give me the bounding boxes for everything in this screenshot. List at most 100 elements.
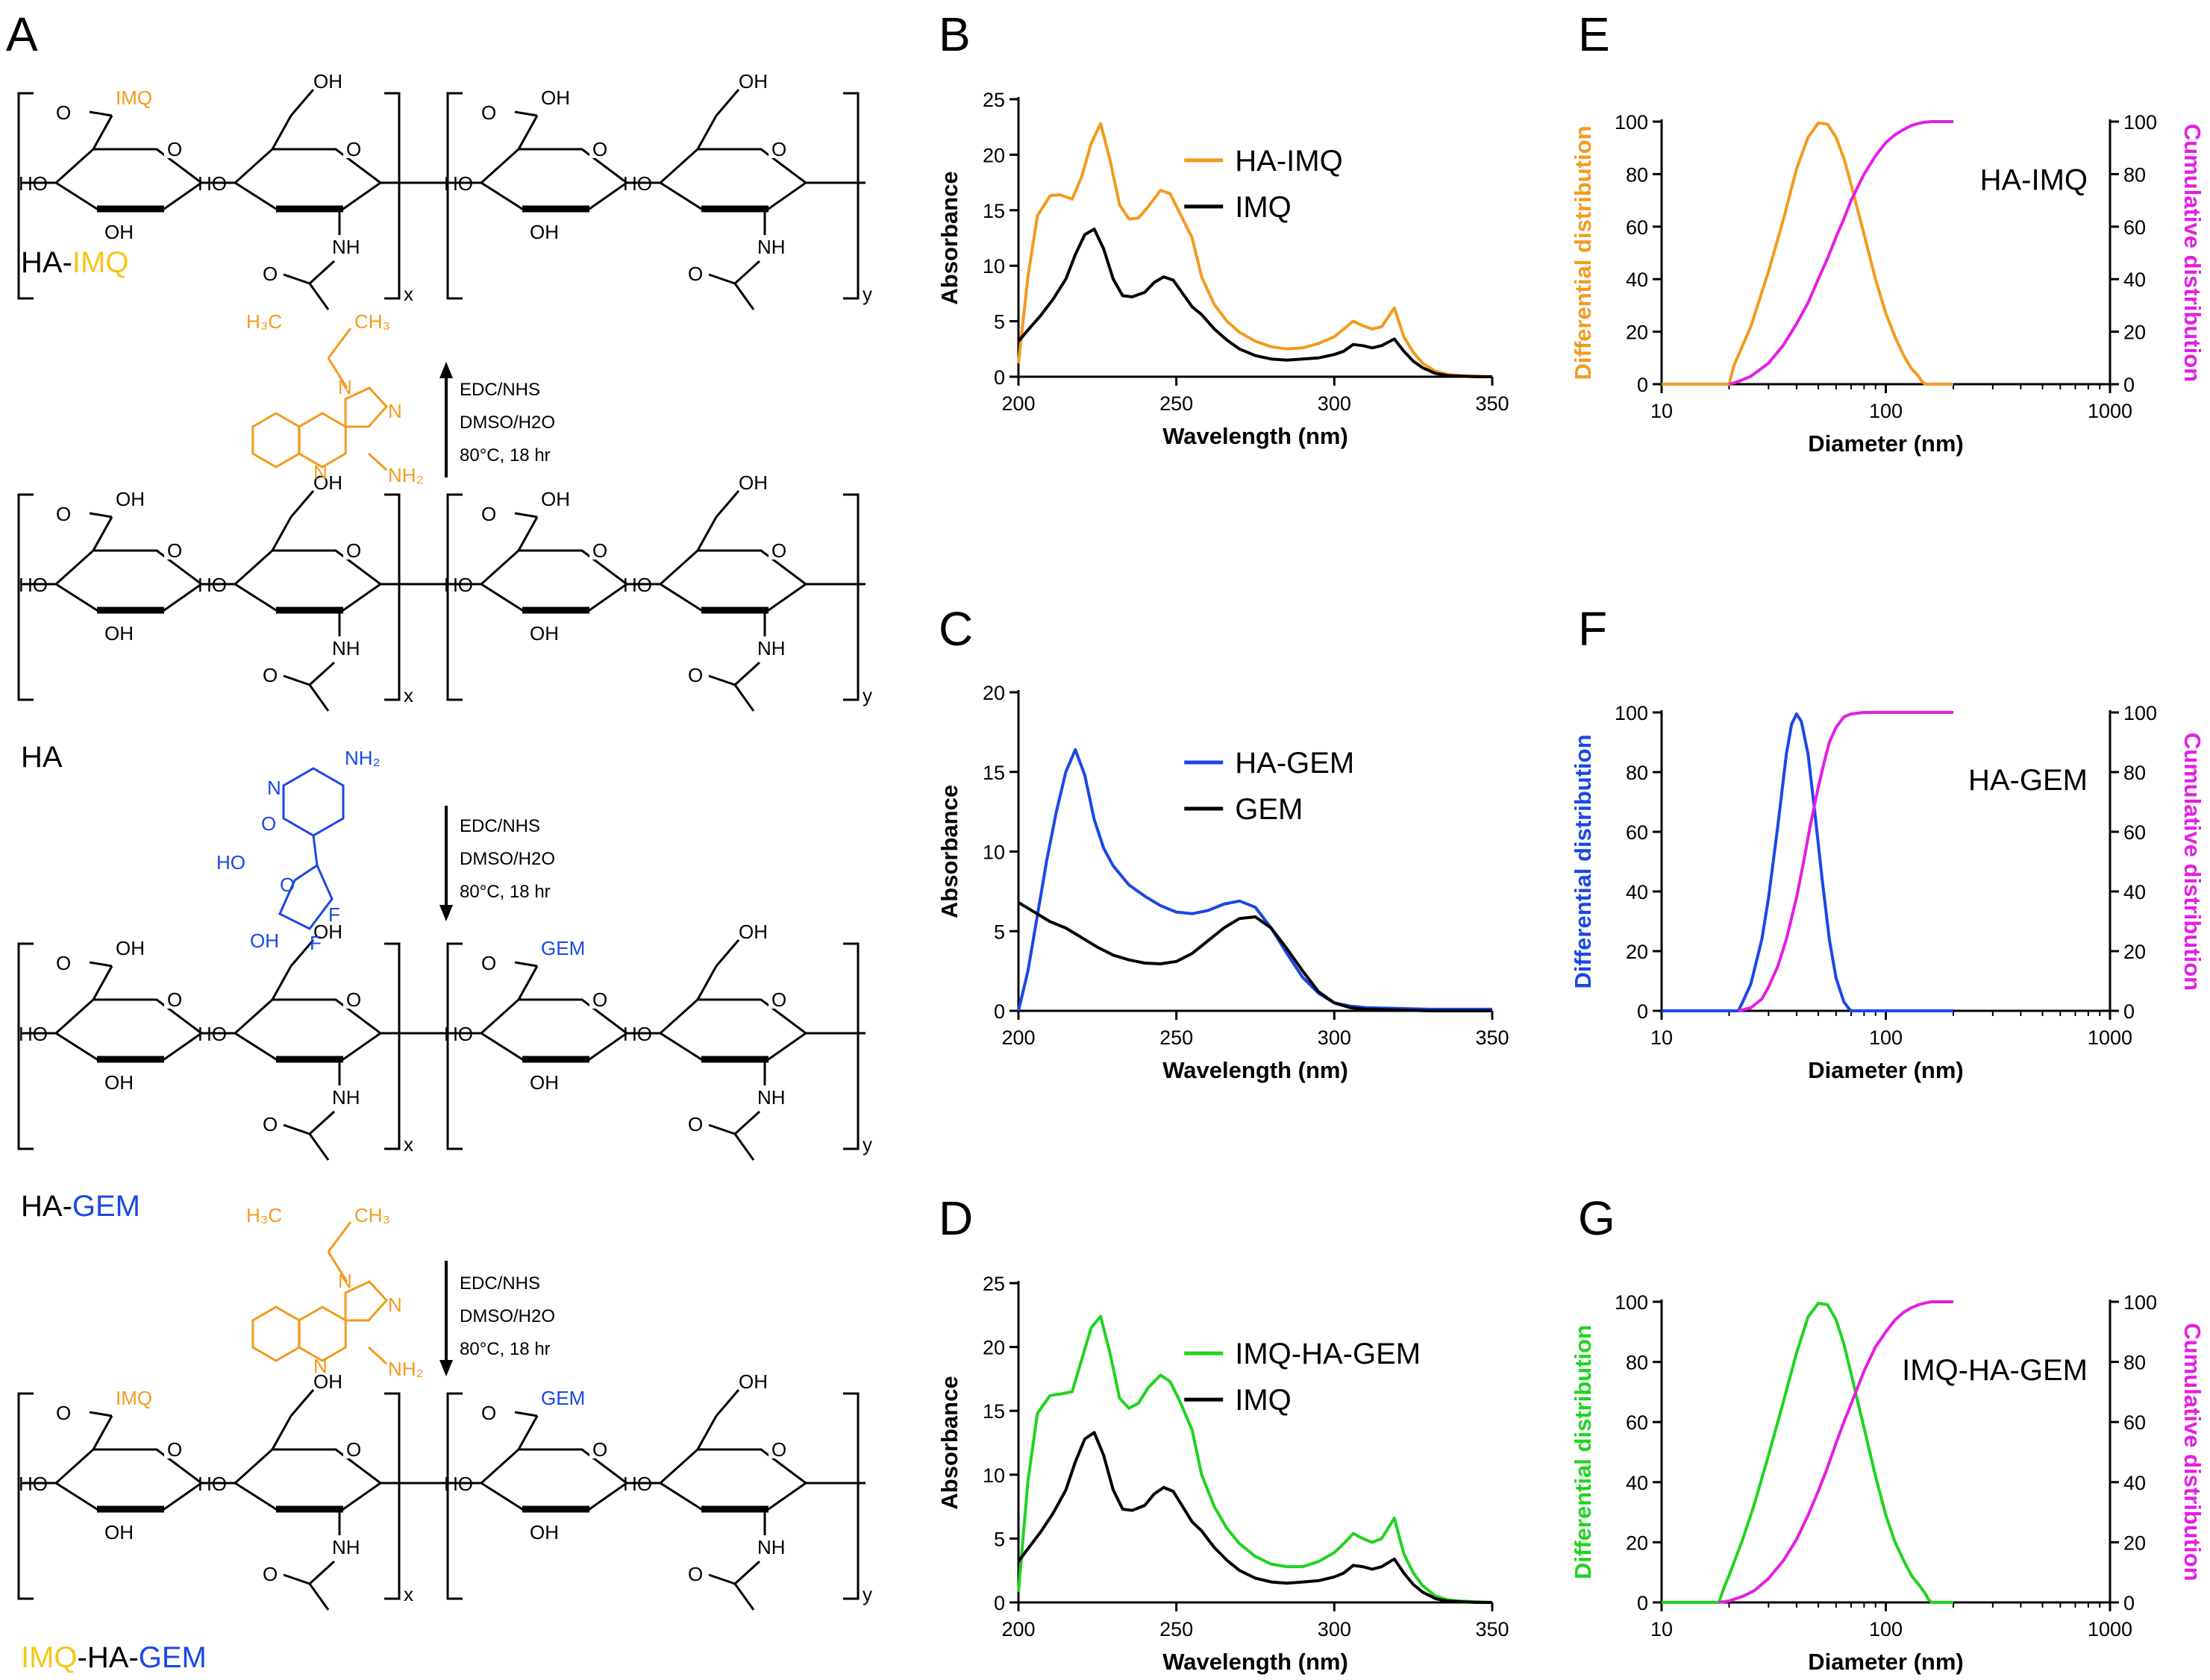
y-tick-label: 15 — [983, 1400, 1005, 1423]
acid-substituent: OH — [541, 87, 570, 109]
x-tick-label: 100 — [1869, 400, 1903, 422]
methyl: H₃C — [246, 310, 282, 333]
bracket-left — [17, 493, 34, 701]
y-right-tick-label: 20 — [2123, 1532, 2146, 1554]
sample-label: HA-IMQ — [1980, 164, 2088, 197]
bond — [271, 965, 292, 1000]
arrow-head — [439, 362, 453, 378]
y-tick-label: 80 — [1626, 1352, 1648, 1374]
x-axis-title: Diameter (nm) — [1808, 1649, 1963, 1675]
y-tick-label: 15 — [983, 762, 1005, 784]
ring-nitrogen: N — [313, 1355, 328, 1377]
reaction-condition: DMSO/H2O — [460, 849, 555, 869]
x-tick-label: 350 — [1475, 392, 1509, 415]
x-tick-label: 300 — [1318, 392, 1351, 415]
repeat-subscript: y — [863, 684, 872, 706]
y-right-tick-label: 80 — [2123, 1352, 2146, 1374]
y-right-tick-label: 40 — [2123, 1472, 2146, 1494]
ring-oxygen: O — [771, 138, 786, 160]
carbonyl-oxygen: O — [263, 664, 278, 686]
bracket-right — [843, 92, 860, 300]
cytosine-ring — [282, 767, 345, 837]
ha-structure-1: x yOOIMQHOOHOOHHONHOOOOHHOOHOOHHONHOHA-IM… — [17, 70, 872, 310]
hydroxyl: OH — [530, 622, 559, 645]
y-tick-label: 15 — [983, 200, 1005, 222]
hydroxyl: OH — [530, 221, 559, 243]
y-axis-title: Absorbance — [936, 1376, 962, 1509]
reaction-condition: EDC/NHS — [460, 1273, 540, 1294]
ring-oxygen: O — [280, 874, 295, 896]
y-tick-label: 100 — [1615, 702, 1648, 724]
imidazole-ring — [344, 386, 389, 428]
repeat-subscript: y — [863, 283, 872, 305]
repeat-subscript: x — [404, 684, 413, 706]
x-tick-label: 350 — [1475, 1618, 1509, 1640]
bond — [92, 1415, 113, 1450]
structure-name-part: HA- — [21, 246, 72, 279]
bond — [517, 516, 539, 551]
bond — [517, 965, 539, 1000]
panel-letter-d: D — [939, 1191, 973, 1245]
bond — [514, 512, 538, 518]
x-tick-label: 300 — [1318, 1618, 1351, 1640]
series-line-gem — [1017, 901, 1492, 1012]
x-tick-label: 200 — [1001, 1027, 1035, 1049]
y-tick-label: 0 — [1637, 1000, 1648, 1023]
series-line-cumulative-distribution — [1738, 711, 1953, 1012]
bond — [517, 115, 539, 150]
bond — [89, 1411, 113, 1417]
y-right-tick-label: 20 — [2123, 941, 2146, 963]
ring-oxygen: O — [346, 539, 361, 562]
structure-name-part: GEM — [139, 1641, 207, 1674]
structure-name-part: IMQ — [72, 246, 129, 279]
ring-oxygen-bg — [769, 542, 795, 560]
bond — [327, 1221, 352, 1253]
amide-nh: NH — [332, 236, 360, 258]
bond — [283, 1573, 310, 1585]
panel-letter-a: A — [6, 7, 38, 61]
reaction-condition: DMSO/H2O — [460, 413, 555, 433]
ring-oxygen-bg — [589, 542, 616, 560]
bond — [514, 1411, 538, 1417]
panel-letter-e: E — [1578, 7, 1610, 61]
ring-oxygen: O — [167, 1438, 182, 1461]
x-tick-label: 10 — [1650, 400, 1673, 422]
structure-name-part: HA- — [21, 1190, 72, 1223]
y-tick-label: 20 — [983, 144, 1005, 166]
reaction-step-3: EDC/NHS DMSO/H2O 80°C, 18 hr N N N NH₂ H₃C CH₃ — [246, 1204, 555, 1380]
y-right-tick-label: 60 — [2123, 216, 2146, 239]
amide-nh: NH — [332, 637, 360, 659]
y-tick-label: 5 — [994, 311, 1005, 333]
y-right-tick-label: 0 — [2123, 1000, 2135, 1023]
sample-label: IMQ-HA-GEM — [1902, 1354, 2088, 1387]
y-right-tick-label: 100 — [2123, 1291, 2157, 1314]
hydroxyl: OH — [530, 1521, 559, 1543]
x-axis-title: Diameter (nm) — [1808, 430, 1963, 457]
structure-name: HA-IMQ — [21, 246, 128, 279]
hydroxyl: OH — [739, 1370, 768, 1393]
y-tick-label: 60 — [1626, 216, 1648, 239]
bond — [517, 1415, 539, 1450]
chart-g: G 10 100 1000 0 0 20 20 40 40 60 60 80 80 100 100 Diamet… — [1570, 1191, 2206, 1675]
ring-oxygen: O — [346, 988, 361, 1011]
bond — [92, 115, 113, 150]
carbonyl-oxygen: O — [481, 952, 496, 974]
series-line-differential-distribution — [1662, 121, 1953, 386]
ring-nitrogen: N — [388, 400, 402, 422]
ring-oxygen-bg — [164, 991, 191, 1009]
ring-oxygen: O — [592, 988, 607, 1011]
imiquimod-structure: N N N NH₂ H₃C CH₃ — [246, 1204, 424, 1380]
y-tick-label: 20 — [983, 682, 1005, 704]
y-tick-label: 25 — [983, 89, 1005, 111]
repeat-subscript: y — [863, 1133, 872, 1156]
ring-oxygen: O — [771, 1438, 786, 1461]
reaction-condition: 80°C, 18 hr — [460, 882, 551, 902]
bond — [696, 115, 718, 150]
x-tick-label: 200 — [1001, 392, 1035, 415]
acid-substituent: OH — [116, 488, 145, 510]
y-axis-title: Differential distribution — [1570, 126, 1596, 380]
bracket-right — [384, 1392, 401, 1600]
y-tick-label: 60 — [1626, 1411, 1648, 1434]
y-tick-label: 40 — [1626, 1472, 1648, 1494]
